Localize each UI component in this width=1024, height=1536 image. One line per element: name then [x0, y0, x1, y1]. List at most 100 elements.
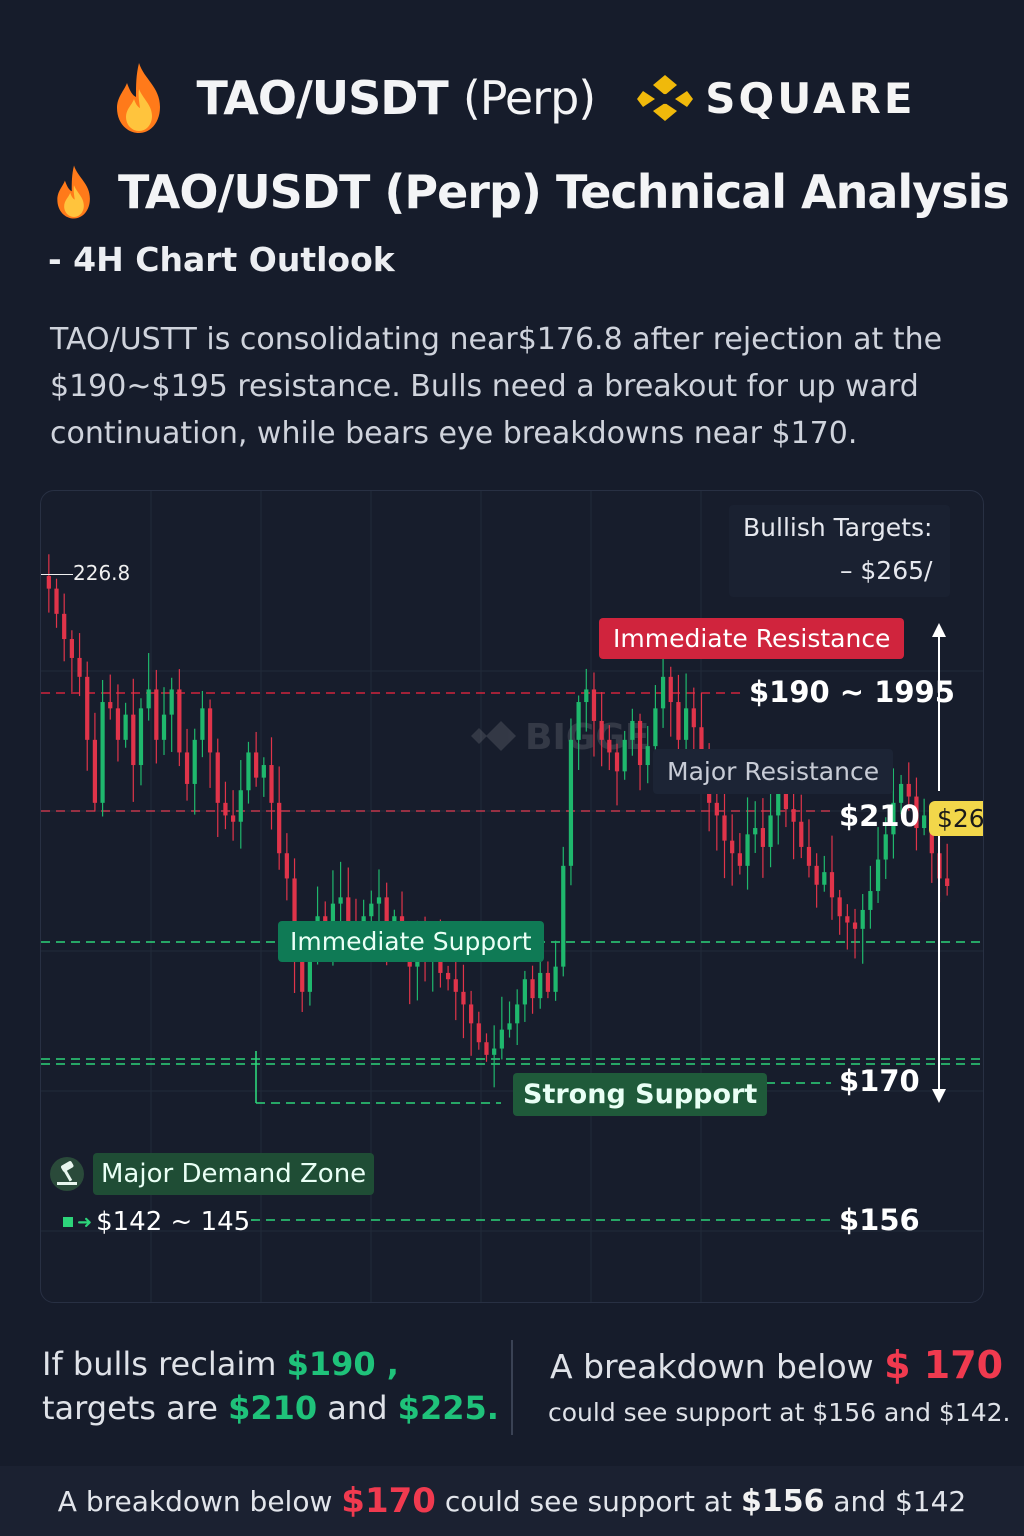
candle-body [507, 1023, 512, 1030]
candle-body [553, 966, 558, 992]
candle-body [292, 878, 297, 961]
candle-body [653, 708, 658, 747]
candle-body [307, 954, 313, 992]
candle-body [161, 714, 167, 740]
candle-body [207, 708, 213, 753]
candle-body [284, 853, 289, 879]
page-title-text: TAO/USDT (Perp) Technical Analysis [118, 165, 1010, 219]
candle-body [699, 727, 704, 766]
bear-scenario: A breakdown below $ 170 could see suppor… [548, 1343, 1011, 1427]
candle-body [829, 872, 835, 898]
candles [46, 554, 950, 1088]
candle-body [914, 796, 919, 829]
brand-name: SQUARE [705, 73, 916, 123]
gavel-icon [50, 1157, 84, 1191]
candle-body [538, 972, 543, 999]
demand-zone-price-text: $142 ~ 145 [96, 1207, 251, 1237]
flame-icon [117, 63, 161, 133]
candle-body [607, 739, 612, 753]
candle-body [875, 859, 881, 892]
candle-body [476, 1023, 481, 1043]
candle-body [676, 702, 681, 740]
candle-body [768, 815, 773, 847]
candle-body [131, 714, 136, 766]
candle-body [753, 828, 758, 835]
strong-support-label: Strong Support [513, 1073, 768, 1116]
price-chart[interactable]: BIGGE 226.8 Bullish Targets: – $265/ Imm… [40, 490, 984, 1303]
major-resistance-label: Major Resistance [653, 749, 894, 794]
candle-body [722, 815, 727, 841]
candle-body [346, 897, 351, 923]
candle-body [338, 897, 343, 904]
candle-body [530, 979, 535, 999]
summary-divider [511, 1340, 513, 1435]
candle-body [945, 878, 950, 886]
candle-body [730, 840, 735, 854]
candle-body [852, 922, 858, 929]
candle-body [92, 739, 98, 803]
candle-body [215, 752, 220, 803]
brand-header: TAO/USDT (Perp) SQUARE [0, 48, 1024, 148]
candle-body [376, 897, 382, 904]
brand-logo: SQUARE [637, 73, 915, 123]
candle-body [645, 746, 650, 766]
candle-body [184, 752, 190, 784]
candle-body [115, 708, 121, 740]
candle-body [254, 752, 259, 778]
header-pair-perp: (Perp) [462, 71, 596, 125]
demand-zone-arrow: ➜ [77, 1211, 93, 1233]
candle-body [300, 960, 305, 992]
candle-body [814, 865, 819, 885]
candle-body [545, 972, 551, 992]
candle-body [737, 853, 742, 866]
candle-body [614, 752, 620, 772]
candle-body [438, 954, 443, 973]
candle-body [269, 765, 274, 803]
down-arrow-head-icon [932, 1089, 946, 1103]
candle-body [637, 720, 643, 766]
bullish-targets-title: Bullish Targets: [743, 513, 933, 542]
candle-body [783, 790, 789, 810]
bullish-targets-value: – $265/ [839, 556, 933, 585]
candle-body [791, 809, 796, 822]
strong-support-price: $170 [839, 1064, 920, 1098]
candle-body [622, 739, 627, 772]
candle-body [369, 903, 374, 917]
chart-watermark: BIGGE [471, 717, 650, 758]
candle-body [760, 828, 766, 847]
candle-body [668, 676, 673, 703]
candle-body [54, 588, 59, 614]
candle-body [62, 613, 67, 640]
candle-body [561, 865, 566, 967]
candle-body [799, 821, 804, 847]
target-arrows [932, 623, 946, 1103]
candle-body [69, 639, 74, 658]
candle-body [806, 846, 812, 866]
flame-icon [57, 165, 90, 219]
candle-body [223, 802, 228, 816]
candle-body [576, 702, 581, 740]
candle-body [499, 1029, 504, 1049]
candle-body [891, 802, 896, 835]
candle-body [384, 897, 389, 929]
summary-section: If bulls reclaim $190 , targets are $210… [0, 1330, 1024, 1460]
bullish-targets-box: Bullish Targets: – $265/ [729, 505, 951, 597]
top-price-label: 226.8 [41, 561, 130, 585]
immediate-support-label: Immediate Support [278, 921, 544, 962]
candle-body [330, 903, 336, 929]
candle-body [138, 708, 144, 766]
candle-body [77, 657, 82, 677]
candle-body [568, 739, 574, 866]
watermark-text: BIGGE [525, 717, 650, 758]
candle-body [591, 689, 597, 721]
footer-banner: A breakdown below $170 could see support… [0, 1466, 1024, 1536]
candle-body [461, 991, 466, 1005]
candle-body [108, 702, 113, 709]
candle-body [261, 765, 266, 778]
binance-square-icon [637, 75, 694, 121]
candle-body [177, 689, 182, 753]
header-pair-symbol: TAO/USDT [196, 71, 448, 125]
watermark-icon [471, 721, 516, 751]
candle-body [453, 979, 458, 992]
header-pair: TAO/USDT (Perp) [196, 71, 596, 125]
